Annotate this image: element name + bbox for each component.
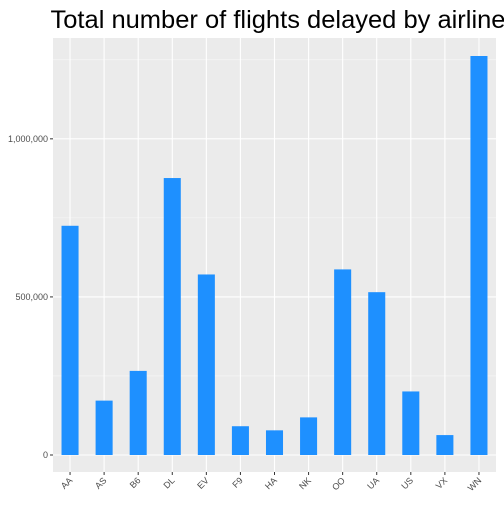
x-tick-label: B6 [128,475,143,490]
chart-title: Total number of flights delayed by airli… [51,6,504,34]
y-tick-label: 0 [43,450,48,460]
bar-wn [470,56,487,455]
x-tick-label: NK [297,475,313,491]
y-tick-label: 1,000,000 [8,134,48,144]
x-tick-label: HA [263,475,279,491]
bar-f9 [232,426,249,455]
bar-oo [334,269,351,455]
bar-as [96,401,113,455]
x-tick-label: WN [466,475,484,493]
bar-us [402,391,419,455]
x-tick-label: VX [434,475,450,491]
x-tick-label: AA [59,475,75,491]
bar-dl [164,178,181,455]
x-tick-label: EV [195,475,211,491]
y-axis: 0 500,000 1,000,000 [8,134,53,460]
bar-ua [368,292,385,455]
bar-vx [436,435,453,455]
bar-b6 [130,371,147,455]
y-tick-label: 500,000 [15,292,48,302]
x-tick-label: US [399,475,415,491]
x-tick-label: DL [161,475,176,490]
x-tick-label: UA [365,475,381,491]
x-tick-label: OO [330,475,347,492]
bar-aa [62,226,79,455]
bar-nk [300,417,317,455]
x-axis: AA AS B6 DL EV F9 HA NK OO UA US VX WN [59,472,483,493]
x-tick-label: F9 [230,475,245,490]
bar-ha [266,430,283,455]
bar-ev [198,274,215,455]
x-tick-label: AS [93,475,109,491]
